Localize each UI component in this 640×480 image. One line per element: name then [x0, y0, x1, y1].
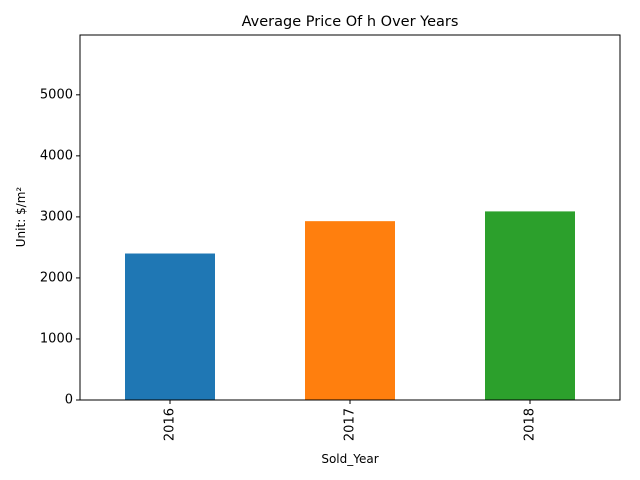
chart-title: Average Price Of h Over Years	[242, 14, 459, 30]
bars-group	[125, 211, 575, 400]
bar-2017	[305, 221, 395, 400]
x-axis-label: Sold_Year	[321, 452, 378, 466]
y-tick-label-2000: 2000	[40, 270, 73, 285]
bar-2018	[485, 211, 575, 400]
x-axis: 2016 2017 2018	[163, 400, 538, 441]
y-axis: 0 1000 2000 3000 4000 5000	[40, 87, 80, 408]
x-tick-label-2018: 2018	[523, 408, 538, 441]
bar-2016	[125, 253, 215, 400]
y-tick-label-0: 0	[65, 393, 73, 408]
y-tick-label-3000: 3000	[40, 209, 73, 224]
y-axis-label: Unit: $/m²	[14, 187, 28, 248]
y-tick-label-1000: 1000	[40, 331, 73, 346]
y-tick-label-5000: 5000	[40, 87, 73, 102]
x-tick-label-2017: 2017	[343, 408, 358, 441]
x-tick-label-2016: 2016	[163, 408, 178, 441]
plot-frame	[79, 34, 621, 401]
y-tick-label-4000: 4000	[40, 148, 73, 163]
